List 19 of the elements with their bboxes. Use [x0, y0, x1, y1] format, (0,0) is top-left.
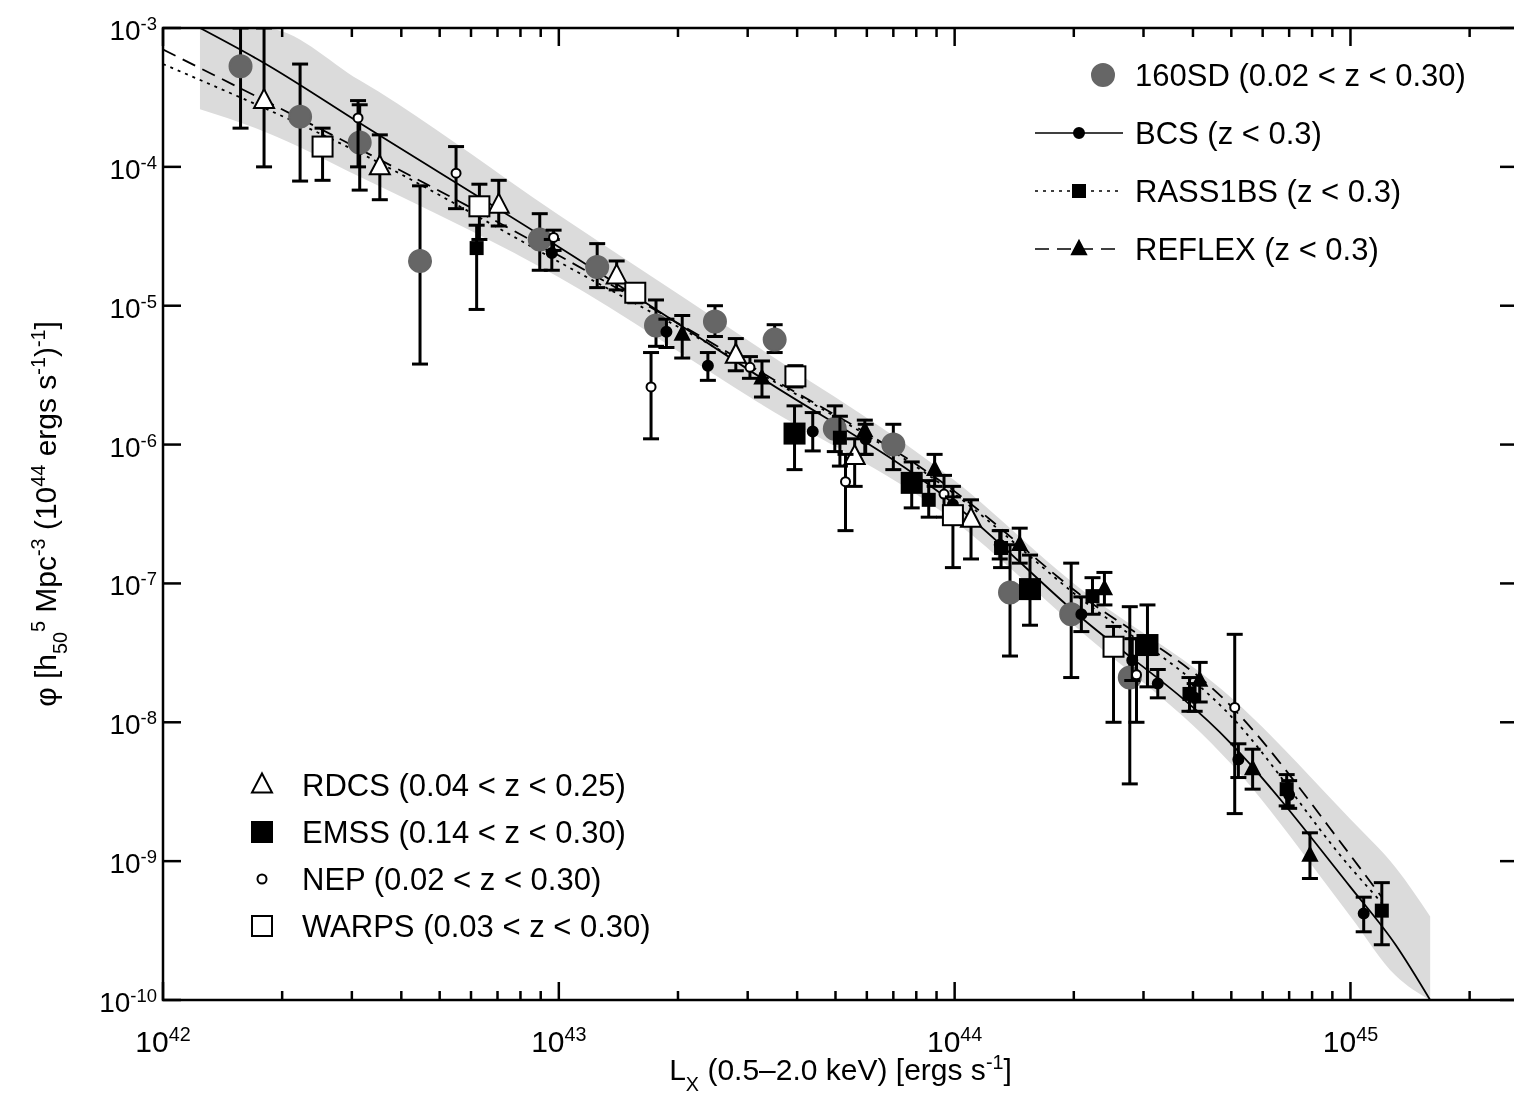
y-tick-label: 10$^{-9}$: [109, 845, 157, 880]
y-tick-label: 10$^{-8}$: [109, 706, 157, 741]
y-tick-label: 10$^{-6}$: [109, 429, 157, 463]
x-tick-label: 10$^{42}$: [135, 1023, 191, 1058]
legend-label: RASS1BS (z < 0.3): [1135, 174, 1402, 209]
legend-label: EMSS (0.14 < z < 0.30): [302, 815, 626, 850]
y-tick-label: 10$^{-3}$: [109, 12, 157, 46]
legend-label: WARPS (0.03 < z < 0.30): [302, 909, 651, 944]
legend-label: BCS (z < 0.3): [1135, 116, 1322, 151]
legend-label: REFLEX (z < 0.3): [1135, 232, 1379, 267]
y-tick-label: 10$^{-5}$: [109, 290, 157, 324]
y-tick-label: 10$^{-7}$: [109, 567, 157, 602]
y-tick-label: 10$^{-4}$: [109, 151, 157, 185]
y-tick-label: 10$^{-10}$: [99, 984, 157, 1018]
legend-label: RDCS (0.04 < z < 0.25): [302, 768, 626, 803]
x-tick-label: 10$^{43}$: [531, 1023, 587, 1058]
legend-label: 160SD (0.02 < z < 0.30): [1135, 58, 1466, 93]
legend-label: NEP (0.02 < z < 0.30): [302, 862, 602, 897]
x-tick-label: 10$^{45}$: [1322, 1023, 1379, 1058]
